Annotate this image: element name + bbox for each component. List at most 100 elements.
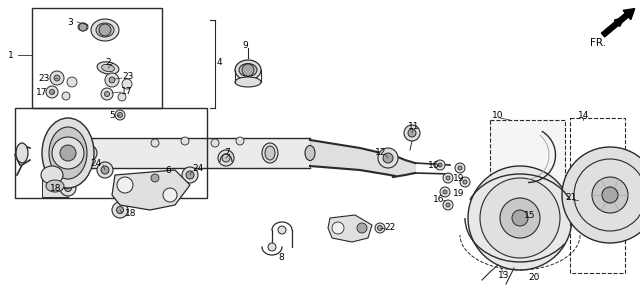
Text: 16: 16 bbox=[433, 196, 445, 205]
Text: 12: 12 bbox=[375, 148, 387, 156]
Circle shape bbox=[60, 145, 76, 161]
Text: 3: 3 bbox=[67, 18, 73, 26]
Circle shape bbox=[455, 163, 465, 173]
Ellipse shape bbox=[567, 185, 589, 215]
Ellipse shape bbox=[46, 180, 64, 192]
Circle shape bbox=[446, 203, 450, 207]
Text: FR.: FR. bbox=[590, 38, 606, 48]
Polygon shape bbox=[112, 170, 190, 210]
Text: 18: 18 bbox=[125, 210, 136, 218]
Circle shape bbox=[62, 92, 70, 100]
Ellipse shape bbox=[239, 64, 257, 76]
Circle shape bbox=[500, 198, 540, 238]
Text: 17: 17 bbox=[36, 88, 47, 96]
Circle shape bbox=[104, 91, 109, 96]
Circle shape bbox=[446, 176, 450, 180]
Circle shape bbox=[60, 180, 76, 196]
Circle shape bbox=[378, 148, 398, 168]
Ellipse shape bbox=[571, 190, 585, 210]
Ellipse shape bbox=[102, 64, 115, 72]
Circle shape bbox=[562, 147, 640, 243]
Circle shape bbox=[79, 23, 87, 31]
Circle shape bbox=[151, 139, 159, 147]
Text: 8: 8 bbox=[278, 253, 284, 263]
Bar bbox=[42, 175, 68, 197]
Circle shape bbox=[122, 79, 132, 89]
Text: 13: 13 bbox=[498, 270, 509, 280]
Text: 18: 18 bbox=[50, 183, 61, 193]
Circle shape bbox=[118, 113, 122, 118]
Circle shape bbox=[49, 89, 54, 94]
Ellipse shape bbox=[91, 19, 119, 41]
Text: 10: 10 bbox=[492, 111, 504, 119]
Text: 24: 24 bbox=[192, 163, 204, 173]
Circle shape bbox=[181, 137, 189, 145]
Circle shape bbox=[67, 77, 77, 87]
Circle shape bbox=[332, 222, 344, 234]
Circle shape bbox=[163, 188, 177, 202]
Text: 24: 24 bbox=[90, 158, 101, 168]
Ellipse shape bbox=[78, 23, 88, 31]
Circle shape bbox=[115, 110, 125, 120]
Text: 1: 1 bbox=[8, 51, 13, 59]
Text: 7: 7 bbox=[224, 148, 230, 156]
Circle shape bbox=[440, 187, 450, 197]
Circle shape bbox=[112, 202, 128, 218]
Ellipse shape bbox=[42, 118, 94, 188]
Bar bbox=[570, 118, 625, 273]
Ellipse shape bbox=[262, 143, 278, 163]
Ellipse shape bbox=[97, 62, 119, 74]
Circle shape bbox=[383, 153, 393, 163]
Circle shape bbox=[46, 86, 58, 98]
Text: 19: 19 bbox=[453, 173, 465, 183]
Circle shape bbox=[574, 159, 640, 231]
Text: 4: 4 bbox=[217, 58, 223, 66]
Circle shape bbox=[460, 177, 470, 187]
Polygon shape bbox=[328, 215, 372, 242]
Circle shape bbox=[602, 187, 618, 203]
Text: 20: 20 bbox=[528, 273, 540, 283]
Circle shape bbox=[435, 160, 445, 170]
Circle shape bbox=[468, 166, 572, 270]
Ellipse shape bbox=[235, 77, 261, 87]
Circle shape bbox=[408, 129, 416, 137]
Circle shape bbox=[443, 190, 447, 194]
Circle shape bbox=[222, 154, 230, 162]
Circle shape bbox=[375, 223, 385, 233]
Circle shape bbox=[109, 77, 115, 83]
Text: 14: 14 bbox=[578, 111, 589, 119]
Circle shape bbox=[97, 162, 113, 178]
Ellipse shape bbox=[96, 23, 114, 37]
Ellipse shape bbox=[235, 60, 261, 80]
Circle shape bbox=[218, 150, 234, 166]
Circle shape bbox=[52, 137, 84, 169]
Circle shape bbox=[65, 185, 72, 191]
Bar bbox=[32, 8, 162, 108]
Circle shape bbox=[512, 210, 528, 226]
Circle shape bbox=[117, 177, 133, 193]
Ellipse shape bbox=[16, 143, 28, 163]
Circle shape bbox=[116, 206, 124, 213]
Circle shape bbox=[105, 73, 119, 87]
Ellipse shape bbox=[265, 146, 275, 160]
Circle shape bbox=[99, 24, 111, 36]
Circle shape bbox=[378, 225, 383, 230]
Text: 23: 23 bbox=[122, 71, 133, 81]
Text: 15: 15 bbox=[524, 211, 536, 220]
Ellipse shape bbox=[49, 127, 87, 179]
Circle shape bbox=[242, 64, 254, 76]
Bar bbox=[15, 108, 207, 198]
Circle shape bbox=[458, 166, 462, 170]
Text: 23: 23 bbox=[38, 74, 49, 83]
Circle shape bbox=[151, 174, 159, 182]
Circle shape bbox=[573, 195, 583, 205]
Ellipse shape bbox=[83, 146, 97, 161]
Bar bbox=[490, 120, 565, 215]
Circle shape bbox=[54, 75, 60, 81]
FancyArrow shape bbox=[602, 9, 635, 37]
Circle shape bbox=[404, 125, 420, 141]
Text: 21: 21 bbox=[565, 193, 577, 203]
Text: 11: 11 bbox=[408, 121, 419, 131]
Circle shape bbox=[357, 223, 367, 233]
Text: 2: 2 bbox=[105, 58, 111, 66]
